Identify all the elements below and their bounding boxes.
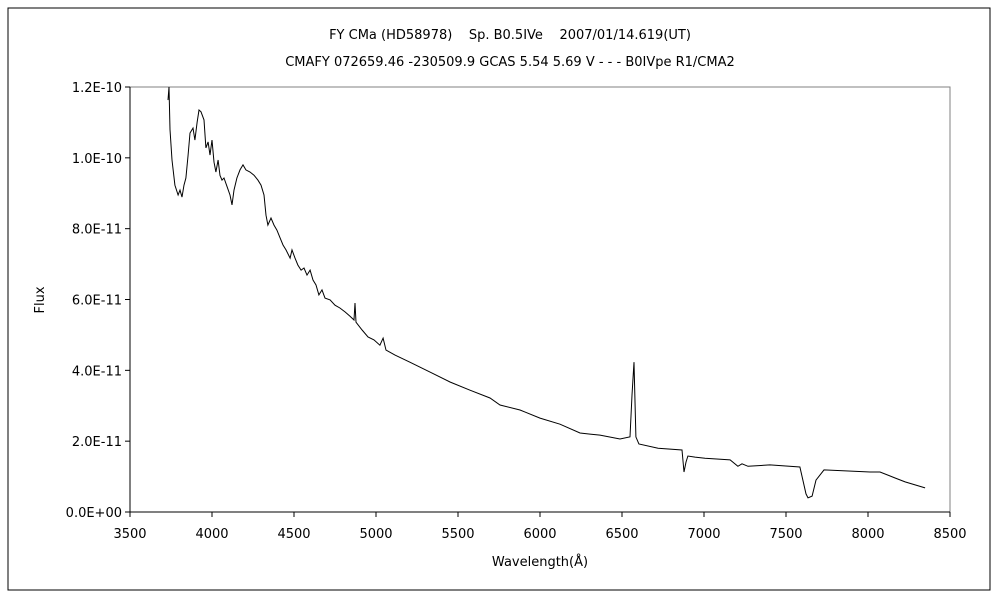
y-tick-label: 6.0E-11: [72, 294, 122, 309]
y-tick-label: 1.0E-10: [72, 152, 122, 167]
chart-title: FY CMa (HD58978) Sp. B0.5IVe 2007/01/14.…: [329, 28, 691, 43]
chart-subtitle: CMAFY 072659.46 -230509.9 GCAS 5.54 5.69…: [285, 55, 735, 70]
x-tick-label: 7000: [687, 527, 720, 542]
plot-area: [129, 86, 951, 513]
x-tick-label: 4000: [195, 527, 228, 542]
y-tick-label: 8.0E-11: [72, 223, 122, 238]
x-tick-label: 5500: [441, 527, 474, 542]
x-tick-label: 4500: [277, 527, 310, 542]
y-tick-label: 0.0E+00: [66, 506, 122, 521]
x-tick-label: 6000: [523, 527, 556, 542]
x-tick-label: 6500: [605, 527, 638, 542]
y-tick-label: 2.0E-11: [72, 435, 122, 450]
x-tick-label: 5000: [359, 527, 392, 542]
x-tick-label: 3500: [113, 527, 146, 542]
x-tick-label: 8000: [851, 527, 884, 542]
x-axis-label: Wavelength(Å): [492, 554, 588, 570]
y-axis-label: Flux: [33, 286, 48, 313]
chart-border: [7, 7, 991, 591]
y-tick-label: 4.0E-11: [72, 364, 122, 379]
spectrum-line: [167, 86, 926, 499]
x-tick-label: 8500: [933, 527, 966, 542]
y-tick-label: 1.2E-10: [72, 81, 122, 96]
x-tick-label: 7500: [769, 527, 802, 542]
